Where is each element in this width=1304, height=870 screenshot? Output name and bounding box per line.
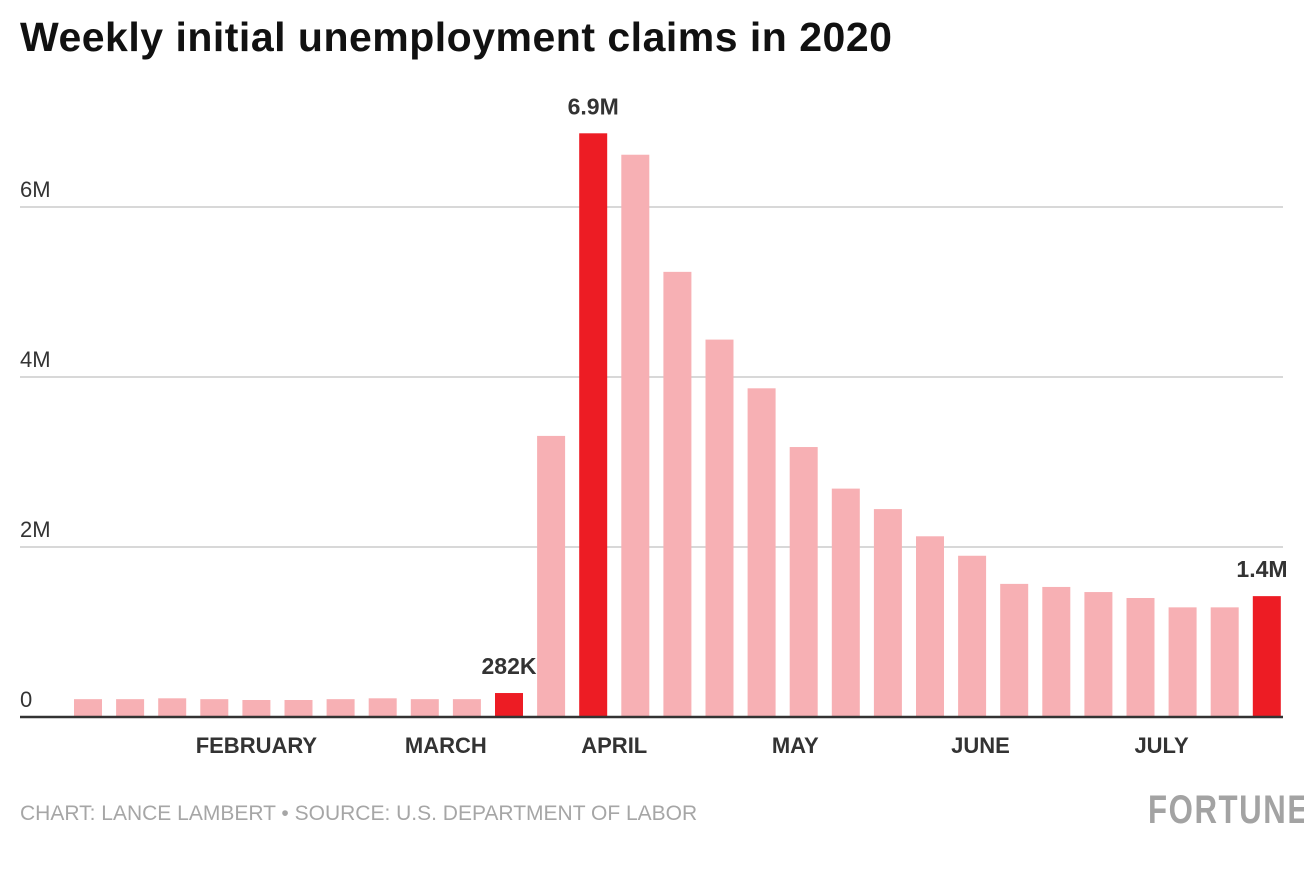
source-credit: CHART: LANCE LAMBERT • SOURCE: U.S. DEPA… (20, 802, 698, 825)
y-tick-label: 6M (20, 177, 51, 202)
x-tick-label: APRIL (581, 733, 647, 758)
y-tick-label: 4M (20, 347, 51, 372)
x-tick-label: MARCH (405, 733, 487, 758)
bar (242, 700, 271, 717)
bar (1168, 607, 1197, 717)
fortune-logo: FORTUNE (1148, 788, 1304, 832)
bar (621, 154, 650, 718)
bar (873, 509, 902, 717)
bar (158, 698, 187, 717)
chart-title: Weekly initial unemployment claims in 20… (20, 14, 893, 60)
bar (1000, 583, 1029, 717)
x-tick-label: MAY (772, 733, 819, 758)
bar (452, 699, 481, 717)
bar (326, 699, 355, 717)
x-tick-label: JULY (1134, 733, 1189, 758)
bar (537, 435, 566, 717)
bar (958, 555, 987, 717)
data-label: 6.9M (568, 93, 619, 119)
bar (831, 488, 860, 717)
bar (916, 536, 944, 717)
bar (410, 699, 439, 717)
bar (116, 699, 145, 717)
bar-chart: 0 2M 4M 6M 282K 6.9M 1.4M FEBRUARY MARCH APRIL MAY… (20, 93, 1288, 758)
x-tick-label: JUNE (951, 733, 1010, 758)
data-label: 1.4M (1236, 556, 1287, 582)
bar (1042, 586, 1071, 717)
highlighted-bar (1252, 596, 1281, 717)
bar (663, 271, 692, 717)
y-tick-label: 0 (20, 687, 32, 712)
x-tick-label: FEBRUARY (196, 733, 318, 758)
bar (747, 388, 776, 717)
bar (705, 339, 734, 717)
bar (789, 447, 818, 717)
y-tick-label: 2M (20, 517, 51, 542)
highlighted-bar (495, 693, 523, 717)
bar (74, 699, 102, 717)
data-label: 282K (482, 653, 537, 679)
bar (368, 698, 397, 717)
bar (1126, 598, 1155, 717)
bar (1084, 592, 1113, 717)
bar (200, 699, 229, 717)
bar (1210, 607, 1239, 717)
bar (284, 700, 313, 717)
highlighted-bar (579, 133, 608, 717)
